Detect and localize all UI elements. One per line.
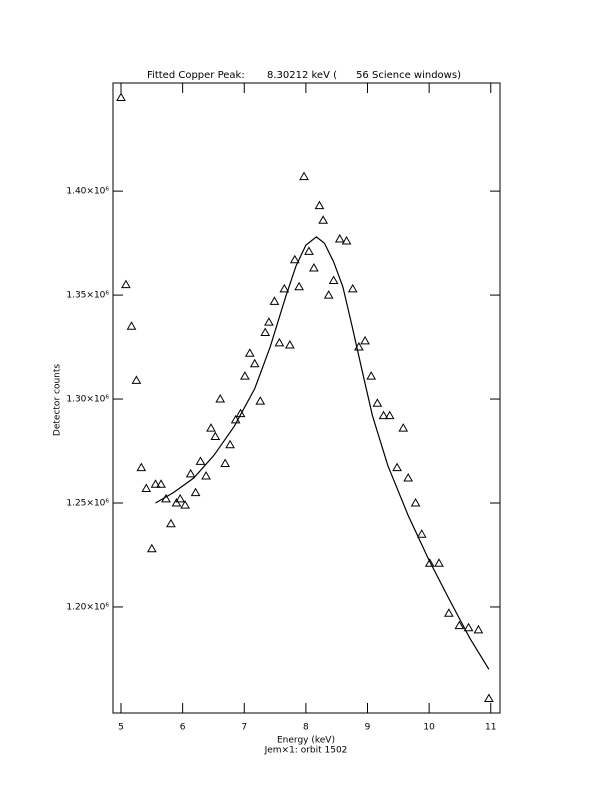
data-point: [384, 410, 395, 420]
y-axis-label: Detector counts: [53, 364, 63, 436]
data-point: [318, 215, 329, 224]
data-point: [323, 290, 334, 299]
data-point: [141, 483, 152, 492]
data-point: [328, 275, 339, 285]
data-point: [294, 281, 304, 291]
x-tick-label: 10: [423, 723, 435, 733]
data-point: [185, 468, 196, 478]
y-tick-label: 1.20×10⁶: [66, 602, 109, 612]
data-point: [443, 608, 454, 617]
data-point: [220, 458, 231, 467]
data-point: [150, 479, 161, 488]
data-point: [416, 529, 427, 538]
plot-frame: [112, 82, 501, 714]
data-point: [264, 317, 274, 326]
data-point: [225, 439, 235, 449]
data-point: [372, 398, 383, 407]
x-tick-label: 9: [365, 723, 371, 733]
data-point: [190, 487, 201, 497]
fit-line: [155, 236, 490, 670]
y-tick-label: 1.40×10⁶: [66, 187, 109, 197]
data-point: [366, 371, 377, 380]
data-point: [309, 263, 319, 272]
data-point: [360, 335, 370, 345]
y-tick-label: 1.30×10⁶: [66, 395, 109, 405]
data-point: [249, 358, 260, 368]
data-point: [314, 200, 325, 210]
data-point: [454, 620, 465, 630]
data-point: [206, 423, 216, 432]
data-point: [424, 558, 435, 567]
data-point: [279, 283, 290, 293]
data-point: [215, 394, 226, 403]
data-point: [175, 493, 186, 503]
data-point: [131, 375, 142, 384]
data-point: [398, 423, 409, 432]
data-point: [347, 283, 358, 293]
y-tick-label: 1.35×10⁶: [66, 291, 109, 301]
x-tick-label: 6: [180, 723, 186, 733]
data-point: [304, 246, 314, 255]
data-point: [403, 473, 414, 482]
x-tick-label: 11: [485, 723, 496, 733]
data-point: [240, 371, 250, 380]
subtitle: Jem×1: orbit 1502: [264, 746, 348, 756]
data-point: [171, 497, 182, 507]
data-point: [484, 693, 494, 702]
data-point: [195, 456, 206, 465]
data-point: [146, 543, 157, 553]
x-tick-label: 5: [118, 723, 124, 733]
data-point: [473, 624, 484, 634]
data-point: [166, 518, 176, 528]
data-point: [244, 348, 255, 357]
data-point: [116, 92, 126, 102]
data-point: [334, 233, 345, 243]
data-point: [463, 622, 474, 632]
data-point: [201, 470, 211, 480]
data-point: [341, 236, 352, 245]
data-point: [260, 327, 271, 337]
data-point: [126, 321, 137, 330]
x-tick-label: 8: [303, 723, 309, 733]
chart-title: Fitted Copper Peak: 8.30212 keV ( 56 Sci…: [147, 70, 461, 81]
x-axis-label: Energy (keV): [277, 736, 335, 746]
data-point: [136, 462, 147, 472]
data-point: [121, 279, 131, 289]
data-point: [269, 296, 280, 305]
data-point: [299, 171, 309, 181]
data-point: [434, 558, 444, 567]
data-point: [156, 479, 166, 488]
data-point: [180, 500, 190, 509]
data-point: [284, 339, 295, 349]
data-point: [392, 462, 402, 472]
data-point: [255, 396, 266, 405]
data-point: [235, 408, 246, 418]
data-point: [410, 497, 421, 507]
x-tick-label: 7: [241, 723, 247, 733]
data-point: [274, 337, 285, 347]
data-point: [210, 431, 221, 440]
data-point: [378, 410, 389, 420]
data-point: [289, 254, 300, 264]
y-tick-label: 1.25×10⁶: [66, 499, 109, 509]
